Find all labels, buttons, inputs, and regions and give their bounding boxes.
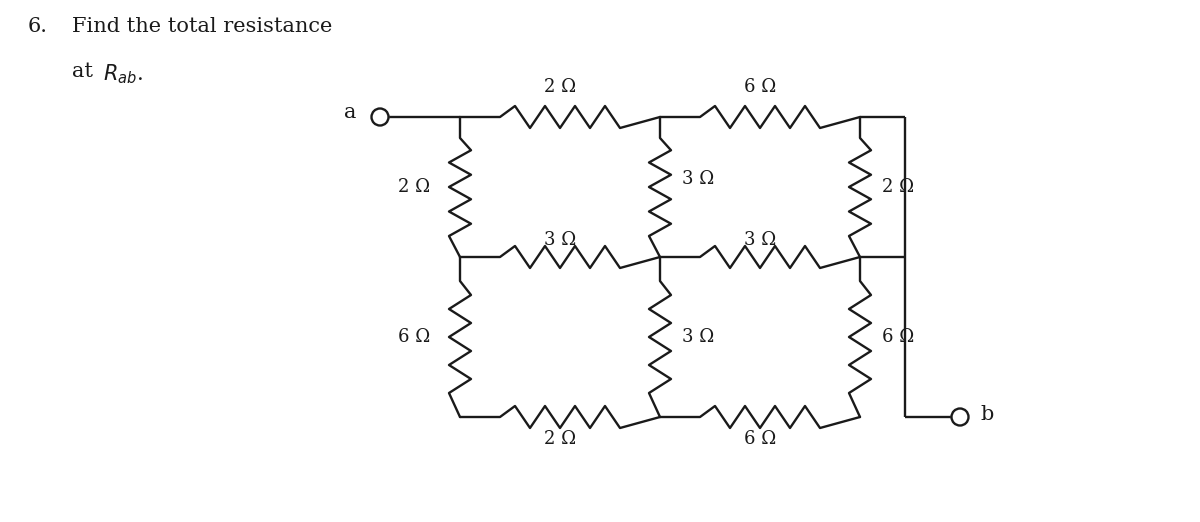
Text: 3 Ω: 3 Ω xyxy=(682,328,714,346)
Text: 2 Ω: 2 Ω xyxy=(544,78,576,96)
Text: 3 Ω: 3 Ω xyxy=(682,170,714,188)
Text: a: a xyxy=(343,103,356,123)
Circle shape xyxy=(372,109,389,125)
Text: Find the total resistance: Find the total resistance xyxy=(72,17,332,36)
Text: 6 Ω: 6 Ω xyxy=(744,78,776,96)
Text: 2 Ω: 2 Ω xyxy=(882,178,914,196)
Text: at: at xyxy=(72,62,94,81)
Text: 6 Ω: 6 Ω xyxy=(744,430,776,448)
Text: 3 Ω: 3 Ω xyxy=(544,231,576,249)
Text: 2 Ω: 2 Ω xyxy=(544,430,576,448)
Text: $R_{ab}$.: $R_{ab}$. xyxy=(103,62,143,86)
Text: b: b xyxy=(980,406,994,424)
Text: 6 Ω: 6 Ω xyxy=(882,328,914,346)
Text: 6 Ω: 6 Ω xyxy=(397,328,430,346)
Circle shape xyxy=(952,409,968,425)
Text: 2 Ω: 2 Ω xyxy=(398,178,430,196)
Text: 3 Ω: 3 Ω xyxy=(744,231,776,249)
Text: 6.: 6. xyxy=(28,17,48,36)
